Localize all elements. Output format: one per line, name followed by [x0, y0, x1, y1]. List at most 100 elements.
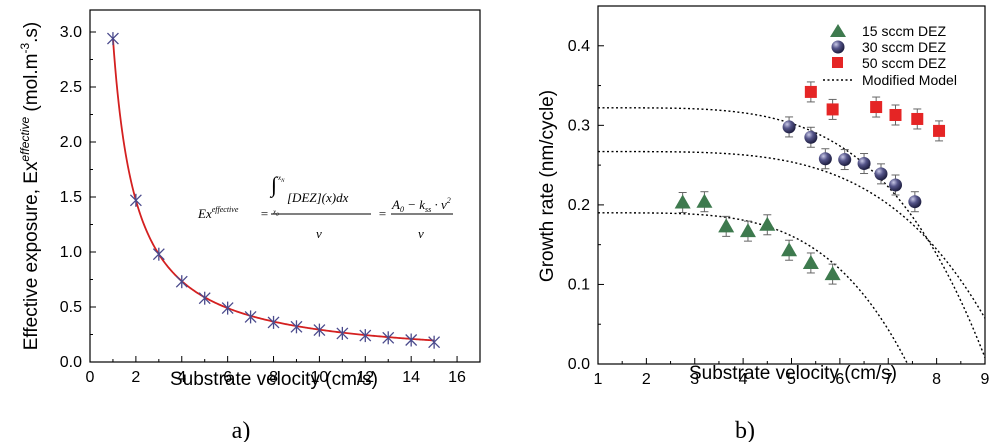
data-point-triangle: [718, 215, 735, 237]
panel-b-chart: 1 2 3 4 5 6 7 8 9 0.0 0.1 0.2 0.3 0.4 15 sccm DEZ 30 …: [537, 5, 990, 442]
equation-den2: v: [418, 226, 424, 241]
y-tick-label: 2.0: [60, 134, 82, 151]
y-tick-label: 0.5: [60, 299, 82, 316]
panel-b-legend: 15 sccm DEZ 30 sccm DEZ 50 sccm DEZ Modi…: [823, 23, 957, 88]
model-curve: [598, 107, 986, 358]
data-point-asterisk: [175, 275, 188, 289]
data-point-asterisk: [405, 333, 418, 347]
equation-num2-ss: ss: [425, 205, 431, 214]
panel-a-data-points: [106, 32, 441, 349]
data-point-asterisk: [221, 301, 234, 315]
data-point-triangle: [739, 220, 756, 242]
equation-num2-pow: 2: [447, 196, 451, 205]
data-point-asterisk: [359, 329, 372, 343]
x-tick-label: 12: [356, 369, 374, 386]
data-point-asterisk: [129, 193, 142, 207]
y-tick-label: 0.0: [568, 356, 590, 373]
panel-b-data-points: [674, 81, 946, 285]
data-point-asterisk: [106, 32, 119, 46]
x-tick-label: 9: [981, 371, 990, 388]
panel-a-chart: 0 2 4 6 8 10 12 14 160.00.51.01.52.02.53.0 Exeff…: [18, 9, 481, 442]
legend-label-15-sccm: 15 sccm DEZ: [862, 23, 946, 39]
x-tick-label: 3: [690, 371, 699, 388]
svg-text:x0: x0: [272, 208, 279, 218]
y-tick-label: 2.5: [60, 79, 82, 96]
equation-eq2: =: [378, 206, 387, 221]
x-tick-label: 6: [835, 371, 844, 388]
data-point-triangle: [696, 191, 713, 213]
legend-marker-30-sccm: [831, 40, 845, 54]
data-point-asterisk: [152, 247, 165, 261]
equation-int-upper: x: [277, 174, 282, 182]
data-point-asterisk: [198, 291, 211, 305]
data-point-square: [889, 104, 902, 126]
data-point-asterisk: [382, 331, 395, 345]
x-tick-label: 14: [402, 369, 420, 386]
equation-int-lower-sub: 0: [276, 213, 279, 218]
x-tick-label: 8: [269, 369, 278, 386]
data-point-triangle: [824, 263, 841, 285]
x-tick-label: 2: [642, 371, 651, 388]
data-point-sphere: [857, 153, 871, 175]
legend-label-50-sccm: 50 sccm DEZ: [862, 55, 946, 71]
x-tick-label: 1: [594, 371, 603, 388]
panel-a-y-axis-label: Effective exposure, Exeffective (mol.m-3…: [18, 22, 42, 351]
y-tick-label: 0.2: [568, 197, 590, 214]
y-tick-label: 3.0: [60, 24, 82, 41]
equation-integrand: [DEZ](x)dx: [287, 190, 349, 205]
svg-text:Exeffective: Exeffective: [197, 205, 239, 221]
panel-a-y-label-unit-end: .s): [21, 22, 42, 43]
panel-a-plot-frame: [89, 9, 481, 363]
panel-a-ticks: 0 2 4 6 8 10 12 14 16 0.0 0.5 1.0 1.5 2.0 2.5 3.0: [60, 24, 466, 386]
equation-den1: v: [316, 226, 322, 241]
panel-b-y-axis-label: Growth rate (nm/cycle): [537, 90, 558, 282]
equation-int-upper-sub: N: [280, 179, 285, 184]
panel-a-y-label-unit-sup: -3: [18, 43, 32, 54]
panel-b-x-axis-label: Substrate velocity (cm/s): [689, 363, 897, 384]
x-tick-label: 0: [86, 369, 95, 386]
equation-lhs: Ex: [197, 206, 212, 221]
data-point-asterisk: [336, 326, 349, 340]
data-point-triangle: [759, 214, 776, 236]
svg-text:A0 − kss · v2: A0 − kss · v2: [391, 196, 451, 214]
y-tick-label: 1.5: [60, 189, 82, 206]
data-point-asterisk: [428, 335, 441, 349]
data-point-sphere: [889, 174, 903, 196]
legend-marker-50-sccm: [832, 57, 843, 68]
data-point-square: [804, 81, 817, 103]
data-point-asterisk: [290, 320, 303, 334]
panel-a-x-axis-label: Substrate velocity (cm/s): [170, 369, 378, 390]
data-point-asterisk: [267, 315, 280, 329]
data-point-triangle: [802, 252, 819, 274]
legend-label-modified-model: Modified Model: [862, 72, 957, 88]
equation-num2-sub: 0: [400, 205, 404, 214]
x-tick-label: 16: [448, 369, 466, 386]
x-tick-label: 5: [787, 371, 796, 388]
data-point-sphere: [804, 126, 818, 148]
y-tick-label: 0.4: [568, 38, 590, 55]
data-point-sphere: [782, 116, 796, 138]
data-point-asterisk: [313, 323, 326, 337]
x-tick-label: 8: [932, 371, 941, 388]
legend-marker-15-sccm: [830, 24, 846, 37]
panel-b-label: b): [735, 418, 755, 442]
svg-text:xN: xN: [277, 174, 285, 184]
equation-eq1: =: [260, 206, 269, 221]
equation-num2: A: [391, 197, 400, 212]
data-point-triangle: [781, 239, 798, 261]
y-tick-label: 1.0: [60, 244, 82, 261]
panel-a-y-label-unit: (mol.m: [21, 54, 42, 117]
y-tick-label: 0.3: [568, 117, 590, 134]
x-tick-label: 4: [177, 369, 186, 386]
x-tick-label: 7: [884, 371, 893, 388]
data-point-square: [826, 98, 839, 120]
legend-label-30-sccm: 30 sccm DEZ: [862, 39, 946, 55]
data-point-square: [870, 96, 883, 118]
x-tick-label: 6: [223, 369, 232, 386]
equation-num2-rest: − k: [404, 197, 425, 212]
data-point-sphere: [818, 148, 832, 170]
panel-b-ticks: 1 2 3 4 5 6 7 8 9 0.0 0.1 0.2 0.3 0.4: [568, 5, 990, 388]
equation-lhs-sup: effective: [212, 205, 239, 214]
panel-a-label: a): [232, 418, 251, 442]
